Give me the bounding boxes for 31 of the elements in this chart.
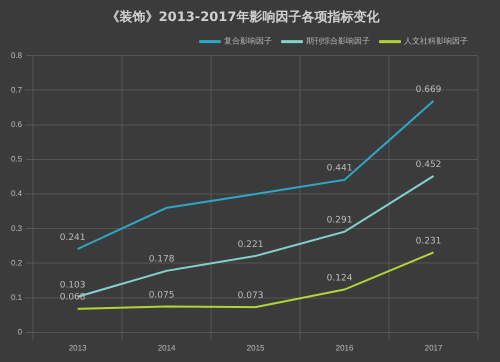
data-label: 0.075 bbox=[148, 290, 174, 300]
y-tick-label: 0.6 bbox=[10, 120, 23, 130]
data-label: 0.452 bbox=[416, 160, 442, 170]
data-label: 0.073 bbox=[238, 290, 264, 301]
data-label: 0.231 bbox=[416, 236, 442, 246]
x-tick-label: 2013 bbox=[68, 343, 88, 352]
data-label: 0.068 bbox=[60, 292, 86, 303]
legend-label: 人文社科影响因子 bbox=[404, 36, 468, 46]
y-tick-label: 0.2 bbox=[10, 258, 23, 268]
data-label: 0.241 bbox=[60, 232, 86, 243]
data-label: 0.221 bbox=[238, 240, 264, 250]
x-tick-label: 2017 bbox=[424, 343, 443, 352]
y-tick-label: 0.3 bbox=[10, 224, 23, 233]
x-tick-label: 2015 bbox=[246, 343, 266, 352]
legend-label: 期刊综合影响因子 bbox=[306, 36, 370, 46]
y-tick-label: 0.5 bbox=[10, 154, 23, 164]
y-tick-label: 0.8 bbox=[10, 50, 23, 60]
chart-title: 《装饰》2013-2017年影响因子各项指标变化 bbox=[106, 9, 380, 26]
legend-label: 复合影响因子 bbox=[224, 36, 272, 46]
data-label: 0.103 bbox=[60, 280, 86, 291]
data-label: 0.441 bbox=[326, 164, 352, 174]
y-tick-label: 0.1 bbox=[10, 293, 23, 302]
data-label: 0.291 bbox=[326, 216, 352, 226]
data-label: 0.124 bbox=[326, 273, 353, 284]
y-tick-label: 0 bbox=[18, 328, 23, 337]
x-tick-label: 2016 bbox=[336, 343, 354, 352]
y-tick-label: 0.4 bbox=[10, 189, 23, 198]
data-label: 0.669 bbox=[416, 84, 442, 95]
y-tick-label: 0.7 bbox=[10, 85, 23, 94]
x-tick-label: 2014 bbox=[158, 343, 176, 352]
data-label: 0.178 bbox=[148, 254, 175, 265]
